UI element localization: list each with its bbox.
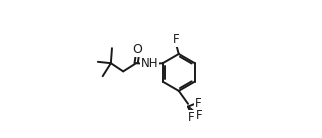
Text: F: F [195, 97, 202, 110]
Text: O: O [133, 43, 142, 56]
Text: F: F [173, 33, 179, 46]
Text: NH: NH [141, 57, 158, 70]
Text: F: F [187, 111, 194, 124]
Text: F: F [196, 109, 202, 122]
